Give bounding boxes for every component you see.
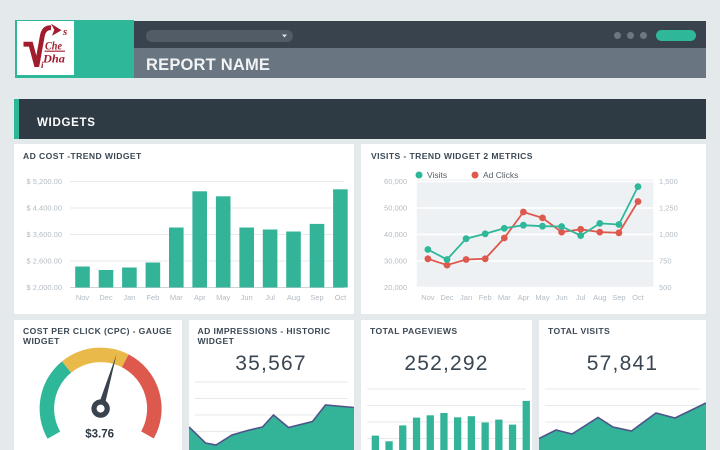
svg-text:Apr: Apr	[194, 293, 206, 302]
svg-text:Oct: Oct	[335, 293, 348, 302]
svg-text:Visits: Visits	[427, 170, 447, 180]
svg-text:Feb: Feb	[478, 293, 491, 302]
svg-text:Oct: Oct	[632, 293, 645, 302]
svg-text:Jul: Jul	[575, 293, 585, 302]
svg-text:Sep: Sep	[612, 293, 625, 302]
svg-text:Nov: Nov	[421, 293, 435, 302]
svg-text:60,000: 60,000	[384, 177, 407, 186]
svg-text:50,000: 50,000	[384, 203, 407, 212]
svg-text:Dha: Dha	[42, 52, 65, 66]
svg-text:1,000: 1,000	[659, 230, 678, 239]
svg-text:30,000: 30,000	[384, 256, 407, 265]
svg-text:Nov: Nov	[76, 293, 90, 302]
svg-text:Jun: Jun	[241, 293, 253, 302]
svg-text:$ 2,600.00: $ 2,600.00	[27, 256, 62, 265]
svg-text:$ 2,000.00: $ 2,000.00	[27, 283, 62, 292]
svg-text:$ 4,400.00: $ 4,400.00	[27, 203, 62, 212]
svg-text:Feb: Feb	[146, 293, 159, 302]
svg-text:1,500: 1,500	[659, 177, 678, 186]
svg-text:Che: Che	[45, 39, 63, 53]
svg-text:Apr: Apr	[517, 293, 529, 302]
svg-text:Dec: Dec	[99, 293, 113, 302]
svg-text:Mar: Mar	[497, 293, 510, 302]
svg-text:s: s	[62, 26, 67, 38]
svg-text:Jan: Jan	[123, 293, 135, 302]
svg-text:Mar: Mar	[170, 293, 183, 302]
svg-text:Jul: Jul	[265, 293, 275, 302]
svg-text:May: May	[216, 293, 230, 302]
svg-text:40,000: 40,000	[384, 230, 407, 239]
svg-text:$ 5,200.00: $ 5,200.00	[27, 177, 62, 186]
svg-text:i: i	[41, 60, 44, 70]
svg-text:Ad Clicks: Ad Clicks	[483, 170, 518, 180]
svg-text:Aug: Aug	[593, 293, 606, 302]
svg-text:Jun: Jun	[555, 293, 567, 302]
svg-text:750: 750	[659, 256, 672, 265]
svg-text:Jan: Jan	[460, 293, 472, 302]
svg-text:500: 500	[659, 283, 672, 292]
svg-text:Dec: Dec	[440, 293, 454, 302]
svg-text:Sep: Sep	[310, 293, 323, 302]
svg-text:Aug: Aug	[287, 293, 300, 302]
svg-text:20,000: 20,000	[384, 283, 407, 292]
svg-text:1,250: 1,250	[659, 203, 678, 212]
svg-text:May: May	[535, 293, 549, 302]
svg-text:$3.76: $3.76	[85, 429, 114, 441]
svg-text:$ 3,600.00: $ 3,600.00	[27, 230, 62, 239]
